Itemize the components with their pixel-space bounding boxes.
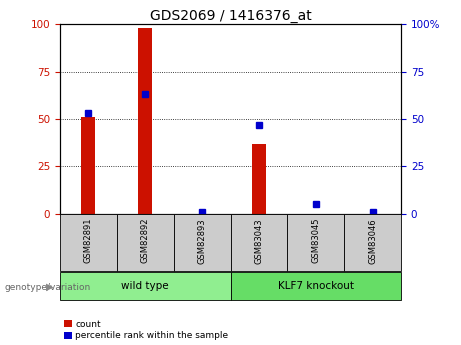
Legend: count, percentile rank within the sample: count, percentile rank within the sample [65,320,228,341]
Title: GDS2069 / 1416376_at: GDS2069 / 1416376_at [150,9,311,23]
Bar [174,214,230,271]
Bar [230,273,401,300]
Bar [252,144,266,214]
Bar [60,273,230,300]
Bar [138,28,152,214]
Bar [117,214,174,271]
Text: GSM82893: GSM82893 [198,218,207,264]
Text: GSM83046: GSM83046 [368,218,377,264]
Bar [344,214,401,271]
Text: GSM82892: GSM82892 [141,218,150,263]
Bar [60,214,117,271]
Text: wild type: wild type [121,282,169,291]
Text: ▶: ▶ [46,282,53,292]
Text: KLF7 knockout: KLF7 knockout [278,282,354,291]
Bar [230,214,287,271]
Text: GSM82891: GSM82891 [84,218,93,263]
Text: genotype/variation: genotype/variation [5,283,91,292]
Bar [81,117,95,214]
Text: GSM83045: GSM83045 [311,218,320,263]
Bar [287,214,344,271]
Text: GSM83043: GSM83043 [254,218,263,264]
